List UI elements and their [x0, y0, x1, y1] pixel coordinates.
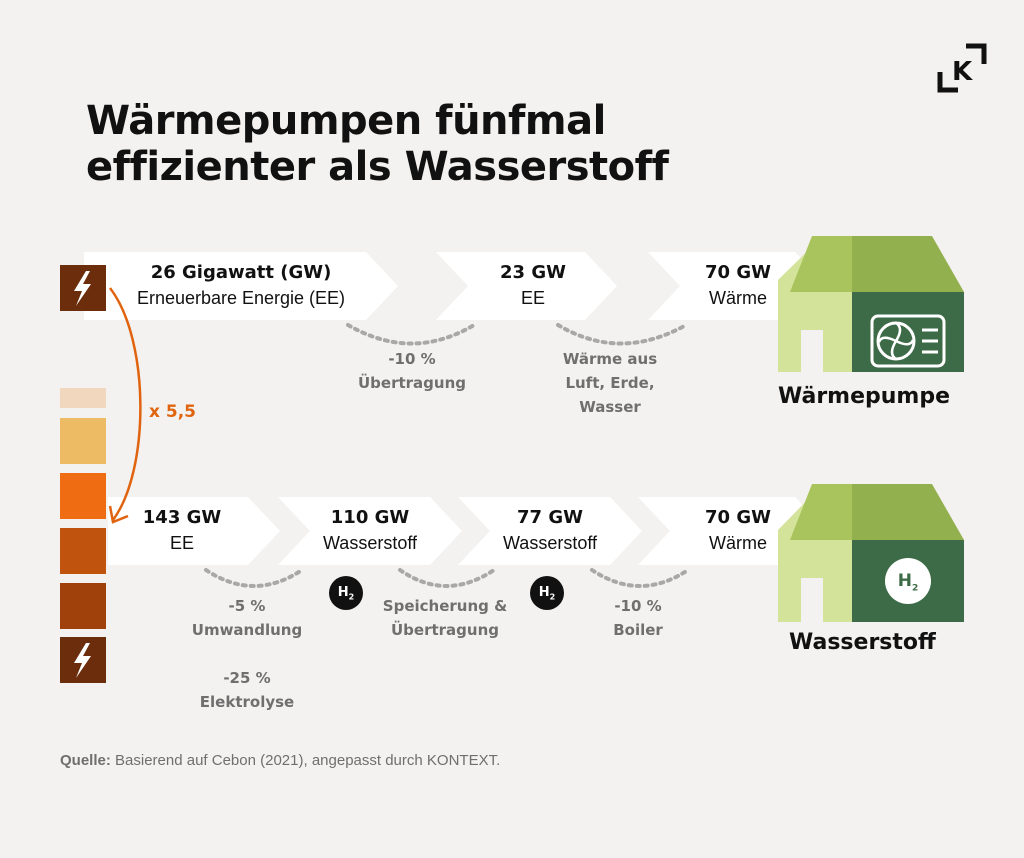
- note-line: -10 %: [614, 597, 662, 615]
- note-line: Übertragung: [390, 621, 499, 639]
- hydrogen-label: Wasserstoff: [789, 630, 936, 655]
- step-subtitle: Erneuerbare Energie (EE): [136, 288, 346, 308]
- badge-text: H: [897, 571, 912, 591]
- hydrogen-step-2: 110 GW Wasserstoff: [308, 507, 432, 557]
- badge-subscript: 2: [549, 592, 556, 602]
- heatpump-step-2: 23 GW EE: [474, 262, 592, 312]
- title-line-2: effizienter als Wasserstoff: [86, 144, 669, 190]
- heatpump-note-1: -10 % Übertragung: [352, 347, 472, 395]
- hydrogen-arrow-band: [108, 497, 827, 565]
- energy-stack: [60, 265, 106, 683]
- note-line: Speicherung &: [382, 597, 508, 615]
- step-value: 77 GW: [517, 507, 583, 528]
- title-line-1: Wärmepumpen fünfmal: [86, 98, 606, 144]
- hydrogen-house-icon: [778, 484, 964, 622]
- hydrogen-step-1: 143 GW EE: [120, 507, 244, 557]
- source-text: Basierend auf Cebon (2021), angepasst du…: [110, 752, 501, 769]
- note-line: Umwandlung: [191, 621, 303, 639]
- step-value: 26 Gigawatt (GW): [150, 262, 332, 283]
- note-line: Boiler: [613, 621, 663, 639]
- step-subtitle: Wasserstoff: [322, 533, 418, 553]
- step-value: 70 GW: [705, 262, 771, 283]
- note-line: Elektrolyse: [199, 693, 295, 711]
- badge-text: H: [337, 585, 349, 600]
- h2-badge: H2: [329, 576, 363, 610]
- house-h2-badge: H2: [885, 558, 931, 604]
- page-title: Wärmepumpen fünfmal effizienter als Wass…: [86, 98, 669, 190]
- k-bracket-logo: [937, 43, 987, 93]
- note-line: Übertragung: [357, 374, 466, 392]
- step-value: 70 GW: [705, 507, 771, 528]
- k-logo-letter: K: [952, 57, 973, 87]
- hydrogen-note-1: -5 % Umwandlung: [190, 594, 304, 642]
- badge-text: H: [538, 585, 550, 600]
- step-value: 143 GW: [142, 507, 222, 528]
- step-value: 110 GW: [330, 507, 410, 528]
- step-subtitle: EE: [520, 288, 545, 308]
- heatpump-label: Wärmepumpe: [778, 384, 951, 409]
- source-label: Quelle:: [60, 752, 111, 769]
- loss-arcs: [204, 323, 690, 588]
- note-line: Wasser: [579, 398, 641, 416]
- note-line: Luft, Erde,: [565, 374, 655, 392]
- badge-subscript: 2: [348, 592, 355, 602]
- heatpump-note-2: Wärme aus Luft, Erde, Wasser: [554, 347, 666, 419]
- heatpump-house-icon: [778, 236, 964, 372]
- hydrogen-note-4: -25 % Elektrolyse: [190, 666, 304, 714]
- step-subtitle: Wärme: [709, 533, 767, 553]
- source-note: Quelle: Basierend auf Cebon (2021), ange…: [60, 752, 500, 769]
- factor-arrow: [108, 287, 142, 524]
- note-line: -25 %: [223, 669, 271, 687]
- heatpump-step-3: 70 GW Wärme: [684, 262, 792, 312]
- h2-badge: H2: [530, 576, 564, 610]
- note-line: -5 %: [228, 597, 266, 615]
- step-subtitle: EE: [169, 533, 194, 553]
- heatpump-step-1: 26 Gigawatt (GW) Erneuerbare Energie (EE…: [110, 262, 372, 312]
- hydrogen-note-3: -10 % Boiler: [588, 594, 688, 642]
- step-subtitle: Wärme: [709, 288, 767, 308]
- step-value: 23 GW: [500, 262, 566, 283]
- hydrogen-step-4: 70 GW Wärme: [684, 507, 792, 557]
- note-line: -10 %: [388, 350, 436, 368]
- note-line: Wärme aus: [562, 350, 658, 368]
- hydrogen-step-3: 77 GW Wasserstoff: [488, 507, 612, 557]
- lightning-icon: [74, 271, 91, 678]
- badge-subscript: 2: [911, 583, 919, 594]
- hydrogen-note-2: Speicherung & Übertragung: [380, 594, 510, 642]
- factor-label: x 5,5: [149, 402, 196, 422]
- step-subtitle: Wasserstoff: [502, 533, 598, 553]
